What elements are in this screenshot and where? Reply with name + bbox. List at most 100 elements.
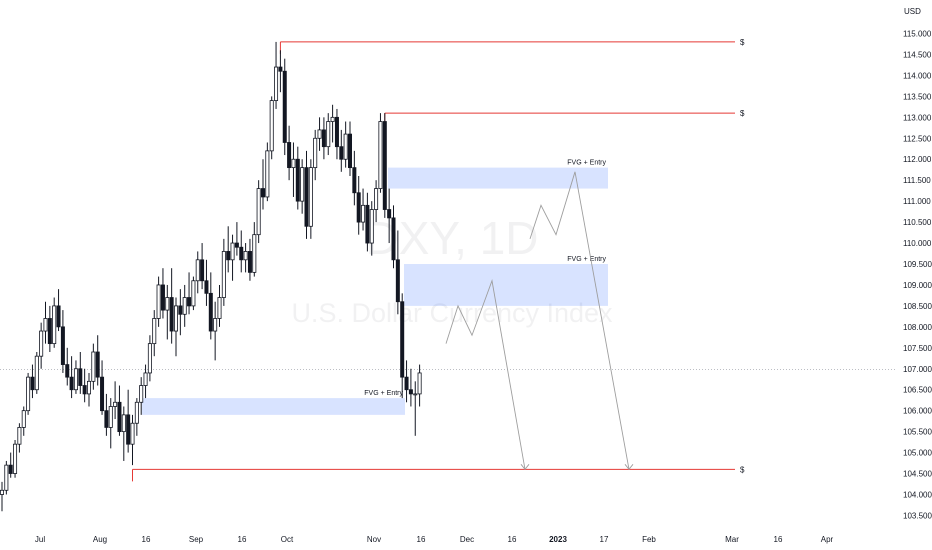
candle-body — [308, 167, 313, 227]
candle — [278, 50, 283, 93]
candle-body — [356, 192, 361, 223]
projection-paths — [445, 171, 634, 471]
candle-body — [304, 167, 309, 227]
candle-body — [43, 318, 48, 332]
candle — [17, 423, 22, 453]
candle — [378, 113, 383, 193]
candle-body — [126, 414, 131, 445]
level-label: $ — [740, 465, 745, 474]
candle — [361, 188, 366, 231]
price-tick-label: 105.000 — [903, 449, 932, 458]
candle — [52, 297, 57, 348]
fvg-zones: FVG + Entry FVG + Entry FVG + Entry — [142, 160, 608, 415]
candle — [230, 234, 235, 281]
candle-body — [282, 70, 287, 143]
candle — [91, 343, 96, 390]
candle — [287, 125, 292, 181]
candle — [374, 180, 379, 223]
candle — [191, 276, 196, 311]
price-axis[interactable]: USD 103.500104.000104.500105.000105.5001… — [903, 7, 932, 520]
candle — [43, 301, 48, 344]
candle — [274, 41, 279, 109]
candle-body — [347, 133, 352, 169]
candle — [60, 310, 65, 373]
price-tick-label: 109.000 — [903, 281, 932, 290]
candle — [321, 117, 326, 160]
candle — [69, 356, 74, 399]
candle — [165, 284, 170, 340]
candle — [8, 452, 13, 478]
time-tick-label: Aug — [93, 535, 107, 544]
price-tick-label: 107.000 — [903, 365, 932, 374]
candle-body — [287, 142, 292, 169]
candle — [39, 322, 44, 369]
candle — [404, 360, 409, 403]
candle-body — [352, 167, 357, 194]
candle-body — [95, 351, 100, 378]
candle-body — [13, 443, 18, 474]
candle — [213, 301, 218, 361]
price-tick-label: 112.500 — [903, 134, 932, 143]
price-tick-label: 105.500 — [903, 428, 932, 437]
candle — [252, 222, 257, 277]
candle — [330, 104, 335, 143]
price-tick-label: 108.500 — [903, 302, 932, 311]
candle — [173, 297, 178, 357]
candle-body — [334, 116, 339, 148]
candle-body — [113, 401, 118, 407]
candle-body — [204, 280, 209, 294]
candle — [300, 159, 305, 214]
candle-body — [17, 427, 22, 445]
candle-body — [178, 305, 183, 315]
candle — [339, 129, 344, 172]
candle-body — [321, 129, 326, 148]
time-tick-label: Sep — [189, 535, 204, 544]
fvg-zone-label: FVG + Entry — [567, 256, 606, 263]
time-tick-label: 16 — [417, 535, 426, 544]
time-tick-label: 2023 — [549, 535, 567, 544]
price-tick-label: 111.500 — [903, 176, 931, 185]
candle-body — [91, 351, 96, 382]
candle-body — [226, 251, 231, 261]
candle — [334, 108, 339, 160]
candle-body — [295, 158, 300, 202]
candle-body — [382, 121, 387, 210]
candle-body — [230, 242, 235, 261]
candlestick-series — [0, 41, 422, 512]
time-axis[interactable]: Jul Aug 16 Sep 16 Oct Nov 16 Dec 16 2023 17 Feb Mar 16… — [35, 535, 834, 544]
price-tick-label: 103.500 — [903, 511, 932, 520]
candle — [121, 406, 126, 461]
candle-body — [343, 133, 348, 160]
candle — [295, 146, 300, 210]
candle — [73, 360, 78, 394]
level-label: $ — [740, 38, 745, 47]
candle — [343, 121, 348, 168]
candle-body — [291, 158, 296, 169]
candle — [352, 150, 357, 206]
candle — [78, 352, 83, 394]
candle — [21, 406, 26, 436]
candle-body — [391, 217, 396, 261]
price-tick-label: 115.000 — [903, 30, 932, 39]
candle — [291, 142, 296, 197]
price-tick-label: 111.000 — [903, 197, 931, 206]
time-tick-label: 16 — [508, 535, 517, 544]
candle — [126, 389, 131, 453]
candle-body — [369, 209, 374, 244]
candle-body — [143, 372, 148, 386]
candle-body — [278, 66, 283, 72]
projection-path — [445, 279, 526, 470]
candle-body — [195, 259, 200, 282]
candle-body — [208, 292, 213, 332]
candle — [195, 251, 200, 294]
candle — [95, 335, 100, 386]
candle — [187, 272, 192, 315]
price-tick-label: 112.000 — [903, 155, 932, 164]
candle — [208, 272, 213, 340]
candle — [304, 150, 309, 239]
candle-body — [21, 410, 26, 428]
candle — [369, 201, 374, 256]
candle-body — [56, 305, 61, 328]
candle-body — [256, 188, 261, 236]
candle — [282, 58, 287, 156]
